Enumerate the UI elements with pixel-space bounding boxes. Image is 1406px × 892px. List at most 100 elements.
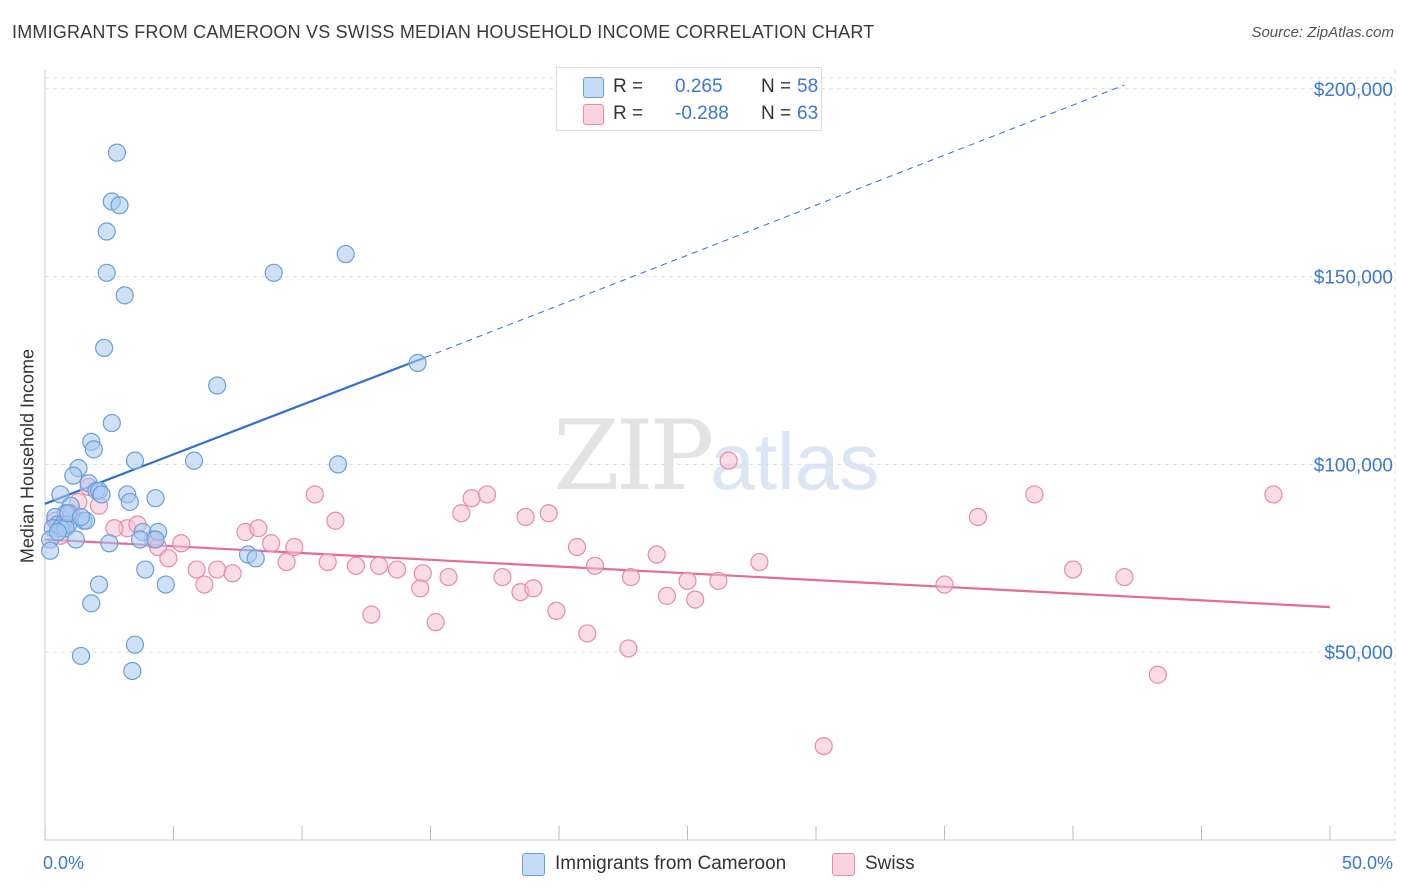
legend-n-value: 58 bbox=[797, 76, 819, 97]
point-cameroon bbox=[48, 522, 67, 542]
point-swiss bbox=[493, 567, 512, 587]
point-swiss bbox=[249, 519, 268, 538]
chart-title: IMMIGRANTS FROM CAMEROON VS SWISS MEDIAN… bbox=[12, 22, 875, 42]
point-swiss bbox=[262, 534, 281, 553]
point-cameroon bbox=[146, 489, 165, 508]
point-swiss bbox=[413, 564, 432, 583]
point-cameroon bbox=[110, 196, 129, 215]
x-tick-label: 0.0% bbox=[43, 853, 84, 873]
point-swiss bbox=[426, 613, 445, 632]
point-cameroon bbox=[264, 263, 283, 282]
correlation-legend: R = 0.265 N = 58 R = -0.288 N = 63 bbox=[556, 67, 822, 131]
point-cameroon bbox=[120, 492, 139, 512]
point-swiss bbox=[539, 504, 558, 523]
point-cameroon bbox=[64, 466, 83, 485]
point-swiss bbox=[678, 571, 697, 590]
legend-r-value: 0.265 bbox=[675, 76, 723, 97]
gridlines bbox=[45, 70, 1396, 840]
point-swiss bbox=[195, 575, 214, 594]
y-tick-label: $200,000 bbox=[1314, 80, 1393, 101]
axes bbox=[44, 70, 1395, 841]
point-cameroon bbox=[246, 549, 265, 568]
legend-swatch-cameroon bbox=[522, 853, 545, 876]
point-swiss bbox=[1025, 485, 1044, 504]
point-swiss bbox=[1264, 485, 1283, 504]
point-swiss bbox=[619, 639, 638, 658]
point-cameroon bbox=[123, 661, 142, 681]
legend-r-label: R = bbox=[613, 76, 644, 97]
point-cameroon bbox=[208, 376, 227, 395]
point-swiss bbox=[439, 567, 458, 587]
point-swiss bbox=[578, 624, 597, 643]
source-credit: Source: ZipAtlas.com bbox=[1251, 24, 1394, 41]
point-cameroon bbox=[125, 635, 145, 654]
y-tick-label: $150,000 bbox=[1314, 268, 1393, 289]
point-swiss bbox=[524, 579, 543, 598]
point-swiss bbox=[935, 575, 954, 594]
point-cameroon bbox=[146, 530, 165, 549]
point-swiss bbox=[567, 537, 587, 557]
point-swiss bbox=[621, 567, 641, 587]
point-cameroon bbox=[92, 485, 111, 504]
point-cameroon bbox=[328, 455, 348, 474]
point-cameroon bbox=[336, 244, 355, 264]
point-cameroon bbox=[97, 263, 116, 282]
point-swiss bbox=[326, 511, 345, 530]
point-cameroon bbox=[107, 143, 127, 162]
point-cameroon bbox=[102, 413, 121, 433]
point-swiss bbox=[1063, 560, 1083, 579]
point-swiss bbox=[318, 552, 337, 572]
point-swiss bbox=[452, 504, 471, 523]
legend-r-label: R = bbox=[613, 103, 644, 124]
y-tick-label: $50,000 bbox=[1324, 643, 1393, 664]
point-cameroon bbox=[184, 451, 204, 470]
point-swiss bbox=[516, 507, 535, 527]
point-swiss bbox=[208, 560, 227, 579]
point-swiss bbox=[277, 552, 296, 572]
point-swiss bbox=[585, 556, 605, 575]
point-swiss bbox=[362, 605, 381, 624]
point-swiss bbox=[709, 571, 728, 590]
point-swiss bbox=[370, 556, 389, 575]
point-swiss bbox=[187, 560, 206, 579]
point-swiss bbox=[647, 545, 666, 564]
trend-line-cameroon bbox=[44, 356, 426, 505]
watermark-zip: ZIP bbox=[553, 400, 714, 512]
x-tick-label: 50.0% bbox=[1342, 853, 1393, 873]
point-cameroon bbox=[66, 530, 85, 549]
point-cameroon bbox=[136, 560, 155, 579]
point-swiss bbox=[411, 579, 430, 598]
point-swiss bbox=[223, 564, 242, 583]
legend-swatch-swiss bbox=[832, 853, 855, 876]
point-cameroon bbox=[95, 338, 114, 358]
data-points bbox=[41, 143, 1283, 756]
point-swiss bbox=[387, 560, 407, 579]
legend-n-label: N = bbox=[761, 103, 792, 124]
trend-extension-cameroon bbox=[425, 84, 1125, 358]
point-swiss bbox=[346, 556, 366, 575]
point-cameroon bbox=[89, 575, 109, 594]
point-cameroon bbox=[82, 594, 101, 613]
watermark-atlas: atlas bbox=[710, 417, 880, 506]
point-swiss bbox=[305, 485, 324, 504]
tick-labels: $50,000 $100,000 $150,000 $200,000 0.0% 50.0% bbox=[43, 80, 1393, 873]
point-swiss bbox=[814, 736, 833, 756]
point-cameroon bbox=[41, 541, 60, 560]
point-swiss bbox=[462, 489, 481, 508]
legend-swatch-cameroon bbox=[583, 77, 604, 98]
point-cameroon bbox=[71, 507, 91, 527]
legend-label-cameroon: Immigrants from Cameroon bbox=[555, 853, 787, 874]
point-swiss bbox=[750, 552, 769, 572]
watermark: ZIPatlas bbox=[553, 400, 879, 512]
point-cameroon bbox=[84, 440, 103, 459]
point-swiss bbox=[477, 485, 497, 504]
point-swiss bbox=[968, 507, 988, 527]
point-cameroon bbox=[51, 485, 70, 504]
point-swiss bbox=[1115, 567, 1134, 587]
legend-label-swiss: Swiss bbox=[865, 853, 915, 874]
legend-n-label: N = bbox=[761, 76, 792, 97]
y-tick-label: $100,000 bbox=[1314, 455, 1393, 476]
point-swiss bbox=[657, 586, 677, 605]
point-swiss bbox=[172, 534, 191, 553]
